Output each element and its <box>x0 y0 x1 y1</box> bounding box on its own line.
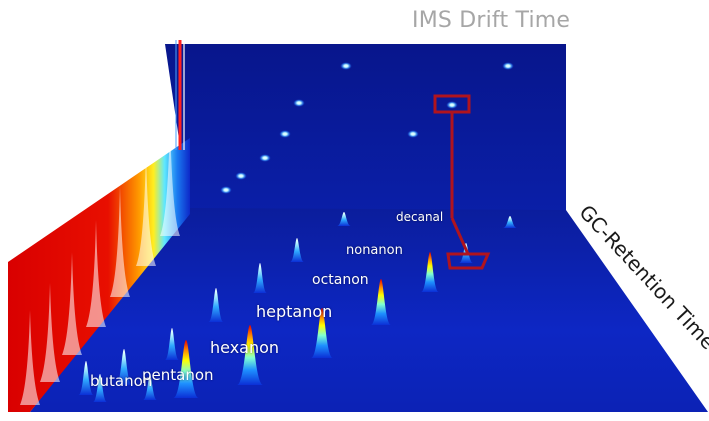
left-wall-spike-group <box>20 117 180 405</box>
peak <box>208 288 224 322</box>
compound-label: hexanon <box>210 338 280 357</box>
left-wall-spike <box>160 117 180 236</box>
back-wall-spot <box>220 186 232 194</box>
back-wall-spot <box>446 101 458 109</box>
compound-label: heptanon <box>256 302 333 321</box>
peak <box>236 325 264 385</box>
peak <box>290 238 304 262</box>
compound-label: decanal <box>396 210 444 224</box>
peak <box>164 328 180 360</box>
peak <box>503 216 517 228</box>
peak <box>93 374 107 402</box>
back-wall-spot <box>235 172 247 180</box>
peak <box>337 212 351 226</box>
peak <box>173 340 199 398</box>
left-wall-spike <box>136 151 156 266</box>
peak <box>253 263 267 293</box>
compound-label: butanon <box>90 372 153 390</box>
compound-label: pentanon <box>142 366 214 384</box>
peak <box>78 361 94 395</box>
highlight-connector-diag <box>450 217 470 255</box>
left-wall-spike <box>62 252 82 355</box>
floor-plane <box>30 208 708 412</box>
back-wall-spot <box>293 99 305 107</box>
back-wall-spot <box>279 130 291 138</box>
back-wall-spot <box>340 62 352 70</box>
back-wall-spot-group <box>220 62 514 194</box>
peak <box>116 349 132 385</box>
peak-group <box>78 212 517 402</box>
left-wall-spike <box>110 186 130 297</box>
left-wall-spike <box>86 220 106 327</box>
back-wall <box>165 44 566 214</box>
peak <box>370 279 392 325</box>
back-wall-spot <box>407 130 419 138</box>
highlight-box-floor <box>446 252 491 270</box>
peak <box>421 252 439 292</box>
peak <box>311 308 333 358</box>
back-wall-spot <box>502 62 514 70</box>
compound-label: octanon <box>312 272 369 288</box>
left-wall-spike <box>40 283 60 382</box>
peak <box>143 375 157 400</box>
ims-axis-title: IMS Drift Time <box>412 8 571 33</box>
back-wall-spot <box>259 154 271 162</box>
left-wall-spike <box>20 310 40 405</box>
compound-label: nonanon <box>346 243 403 258</box>
